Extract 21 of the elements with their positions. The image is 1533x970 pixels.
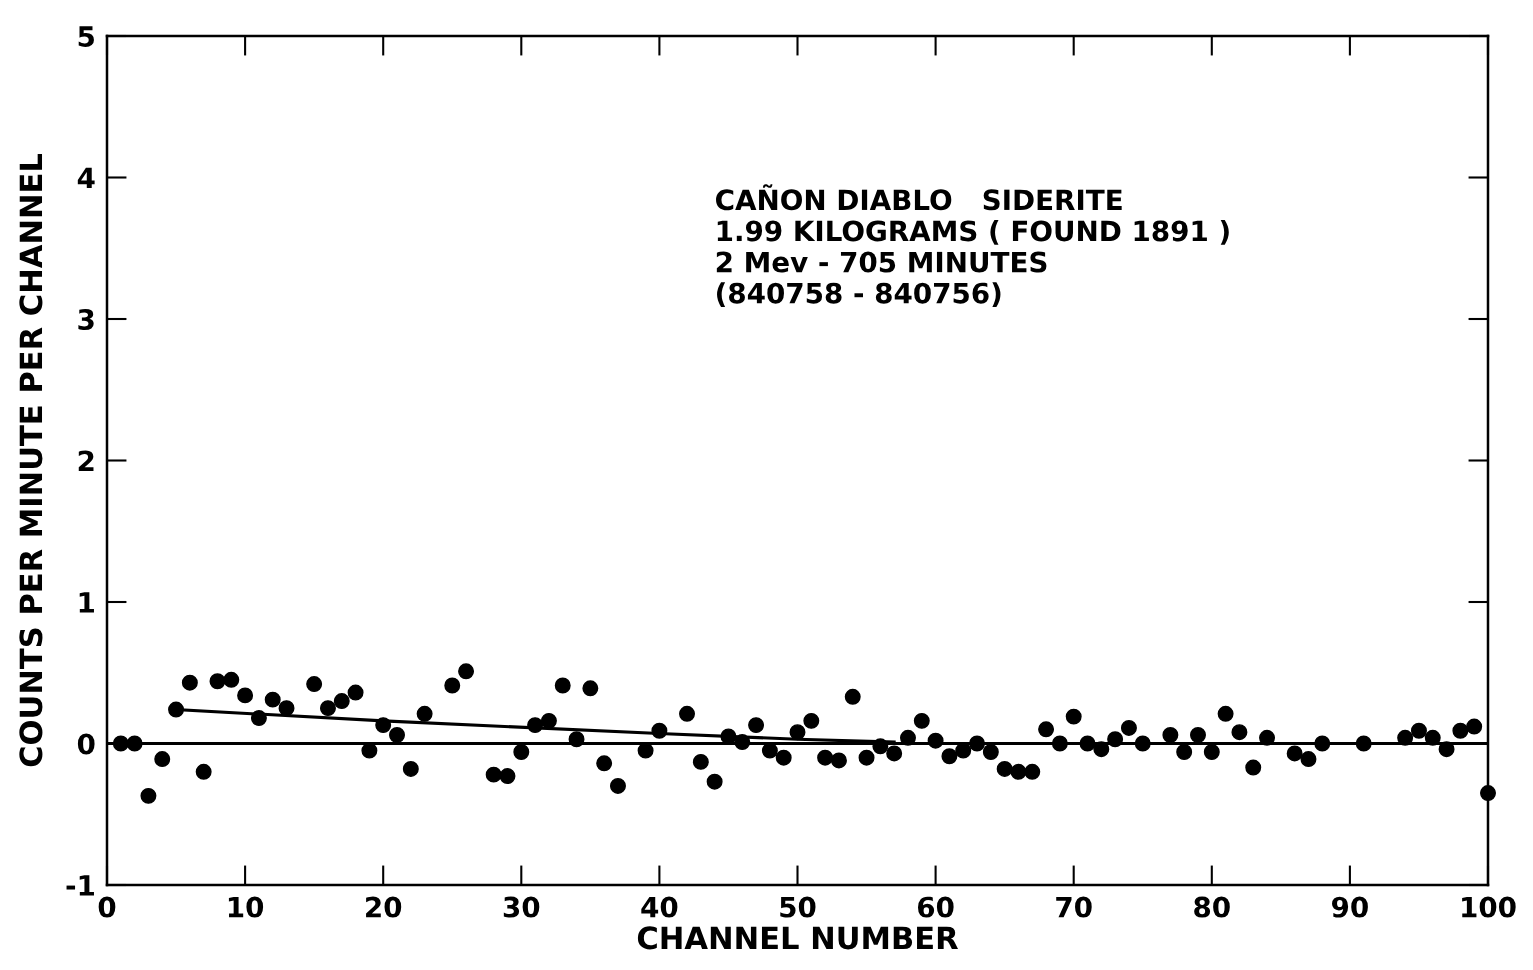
y-tick-label: 2 — [78, 450, 94, 472]
x-tick-label: 70 — [1056, 896, 1092, 918]
y-tick-label: 3 — [78, 308, 94, 330]
y-tick-label: -1 — [66, 875, 94, 896]
y-tick-label: 4 — [77, 167, 95, 189]
x-tick-label: 20 — [366, 896, 402, 918]
y-tick-label: 0 — [77, 733, 95, 755]
x-tick-label: 80 — [1194, 896, 1230, 918]
y-tick-label: 1 — [79, 592, 94, 613]
x-tick-label: 50 — [780, 896, 816, 918]
x-tick-label: 10 — [228, 896, 264, 918]
x-tick-label: 60 — [918, 896, 954, 918]
x-tick-label: 30 — [503, 896, 540, 918]
x-tick-label: 90 — [1332, 896, 1368, 918]
y-tick-label: 5 — [78, 26, 94, 47]
annotation: CAÑON DIABLO SIDERITE 1.99 KILOGRAMS ( FOUND 1891 ) 2 Mev - 705 MINUTES (840758 - 840756) — [716, 184, 1229, 307]
x-tick-label: 100 — [1462, 896, 1516, 918]
y-axis-title: COUNTS PER MINUTE PER CHANNEL — [19, 153, 43, 767]
x-axis-title: CHANNEL NUMBER — [637, 926, 959, 950]
x-tick-label: 40 — [641, 896, 678, 918]
x-tick-label: 0 — [98, 896, 116, 918]
